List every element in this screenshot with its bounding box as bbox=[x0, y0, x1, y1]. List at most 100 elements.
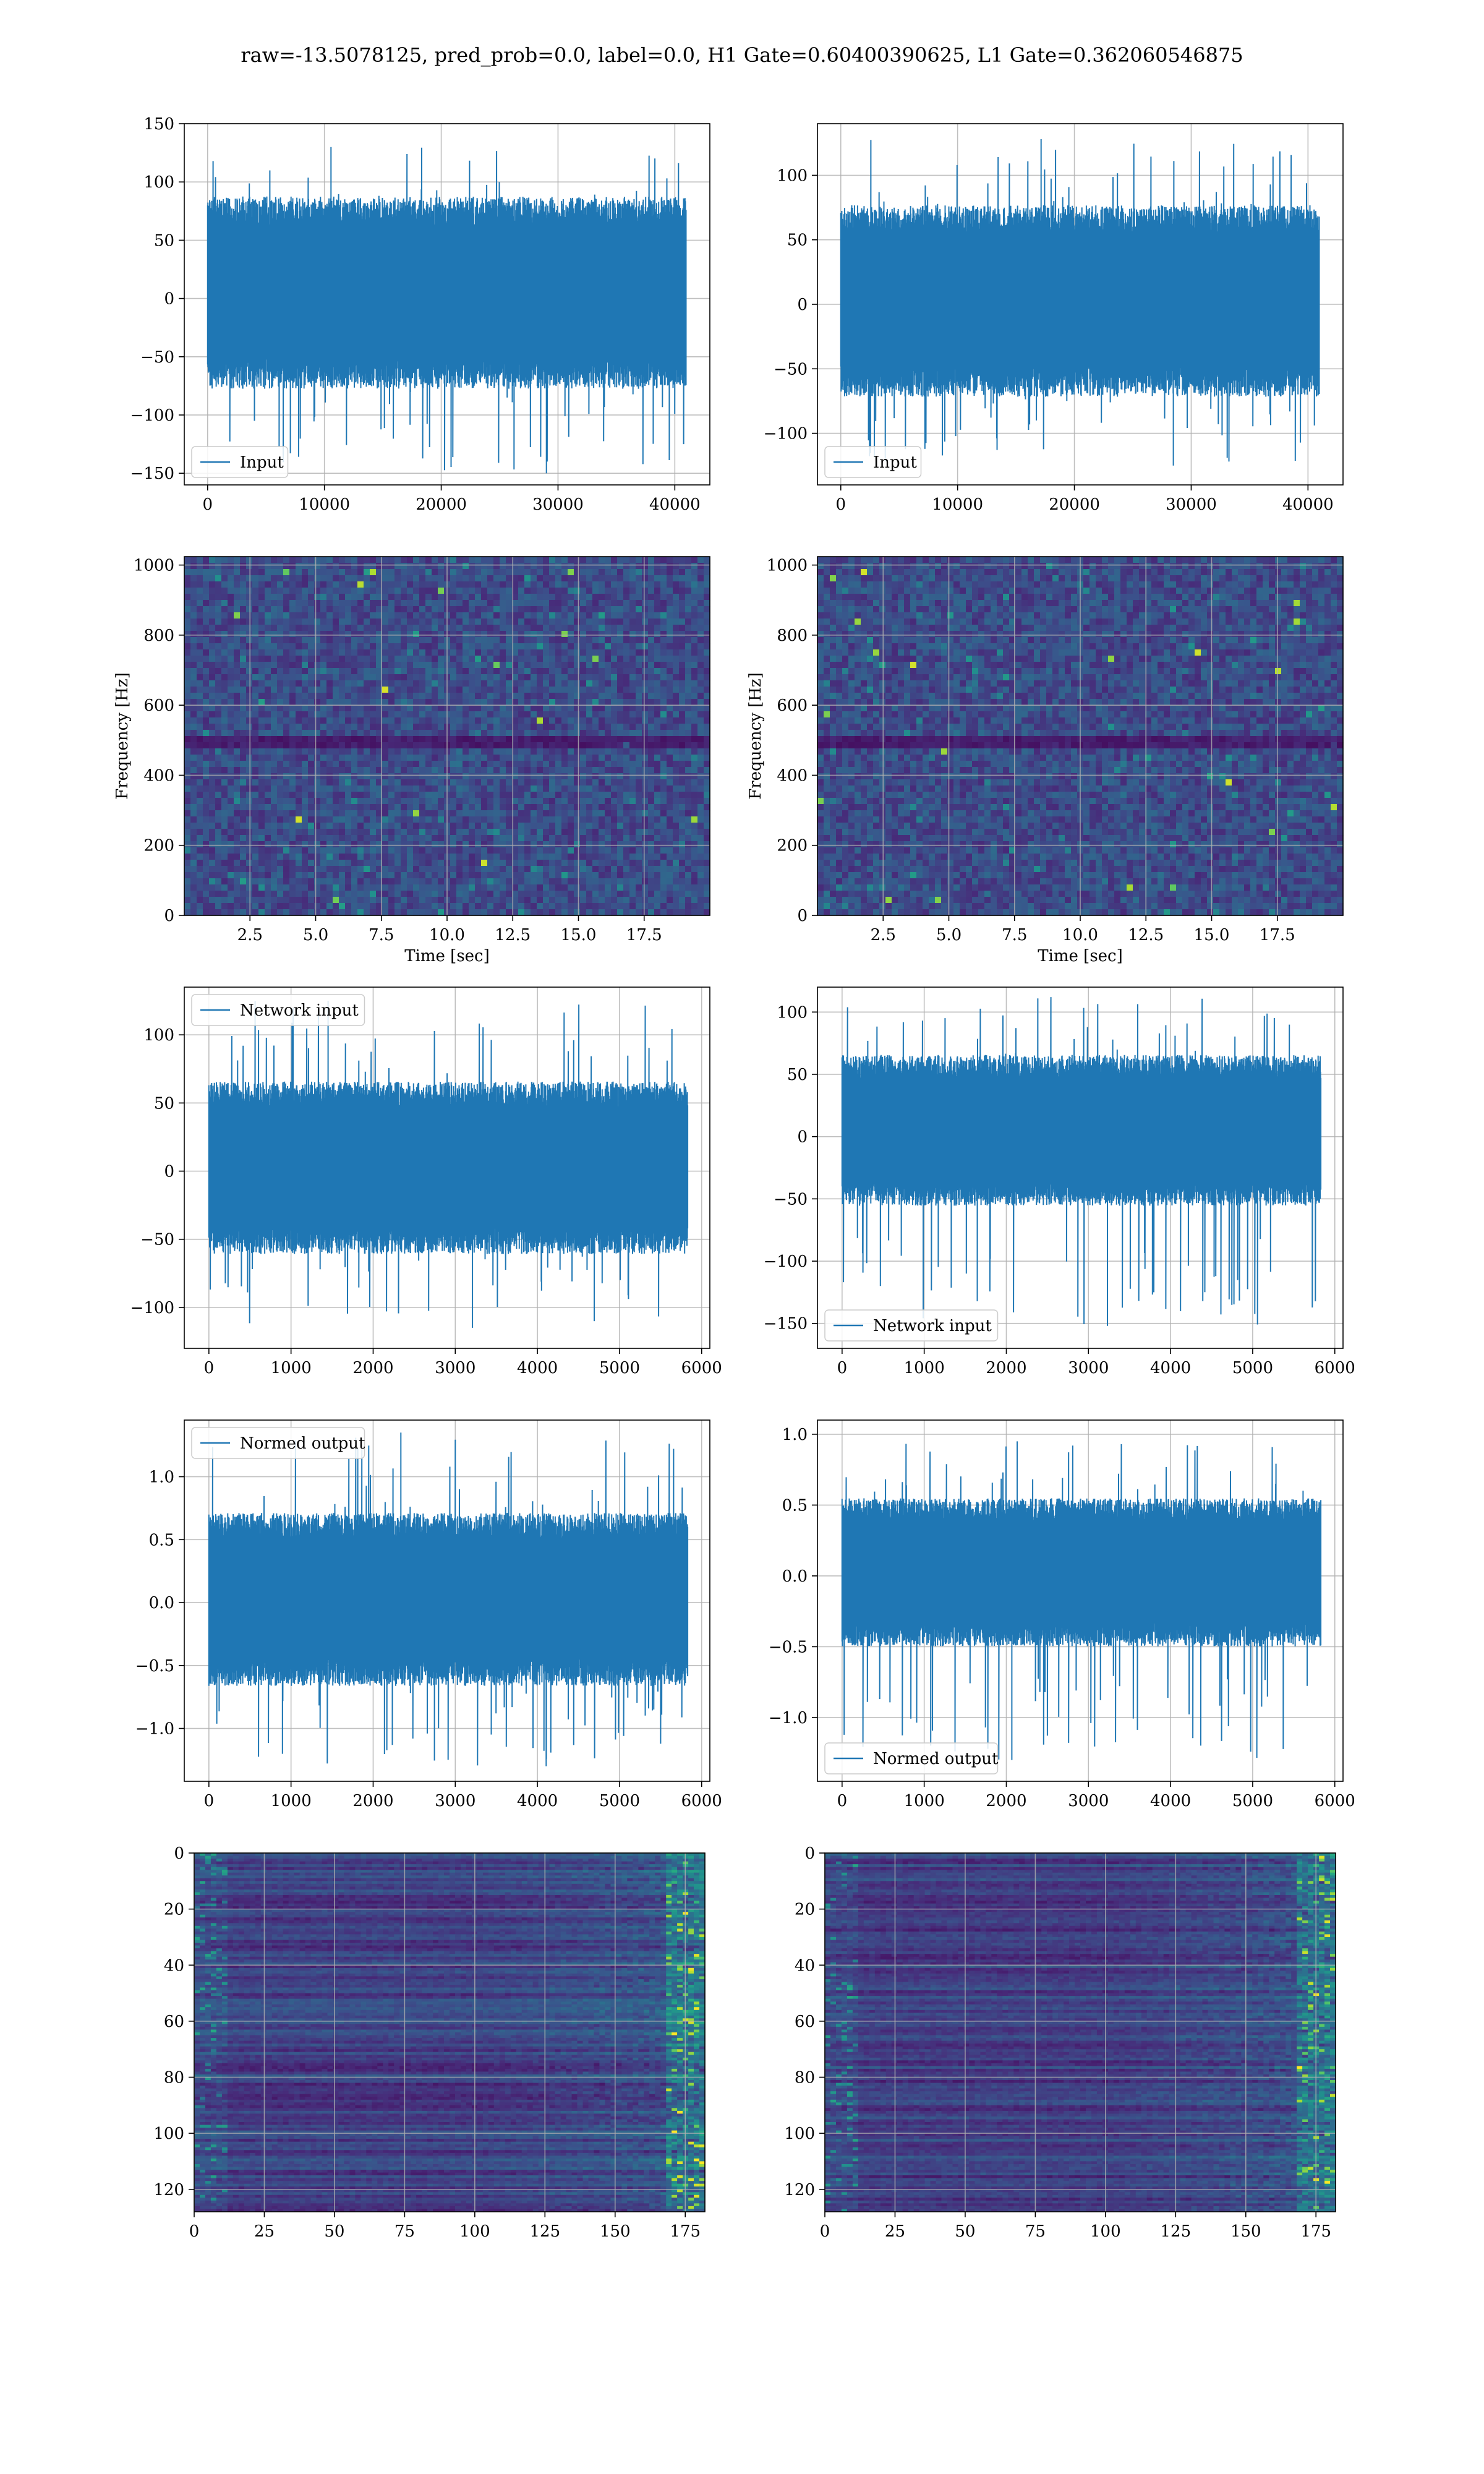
heatmap-cell bbox=[289, 742, 296, 749]
heatmap-cell bbox=[190, 600, 197, 607]
heatmap-cell bbox=[407, 693, 414, 700]
heatmap-cell bbox=[605, 742, 612, 749]
heatmap-cell bbox=[667, 674, 673, 681]
heatmap-cell bbox=[296, 569, 302, 576]
heatmap-cell bbox=[549, 829, 556, 836]
heatmap-cell bbox=[617, 637, 624, 644]
heatmap-cell bbox=[599, 847, 605, 854]
heatmap-cell bbox=[302, 761, 309, 768]
heatmap-cell bbox=[617, 557, 624, 563]
heatmap-cell bbox=[456, 569, 463, 576]
heatmap-cell bbox=[283, 829, 290, 836]
heatmap-cell bbox=[209, 816, 216, 823]
heatmap-cell bbox=[592, 736, 599, 743]
heatmap-cell bbox=[351, 804, 358, 811]
heatmap-cell bbox=[246, 748, 253, 755]
heatmap-cell bbox=[487, 643, 494, 650]
heatmap-cell bbox=[283, 618, 290, 625]
heatmap-cell bbox=[450, 631, 457, 638]
heatmap-cell bbox=[240, 575, 247, 582]
heatmap-cell bbox=[611, 779, 618, 786]
heatmap-cell bbox=[506, 606, 513, 613]
y-tick-label: 0 bbox=[164, 290, 174, 309]
heatmap-cell bbox=[394, 563, 401, 570]
heatmap-cell bbox=[296, 829, 302, 836]
heatmap-cell bbox=[190, 637, 197, 644]
heatmap-cell bbox=[345, 736, 352, 743]
heatmap-cell bbox=[475, 717, 482, 724]
heatmap-cell bbox=[506, 668, 513, 675]
heatmap-cell bbox=[685, 625, 692, 631]
heatmap-cell bbox=[704, 631, 710, 638]
heatmap-cell bbox=[537, 643, 544, 650]
heatmap-cell bbox=[500, 699, 506, 706]
heatmap-cell bbox=[382, 557, 389, 563]
heatmap-cell bbox=[215, 569, 222, 576]
heatmap-cell bbox=[617, 829, 624, 836]
heatmap-cell bbox=[667, 816, 673, 823]
heatmap-cell bbox=[524, 625, 531, 631]
legend: Input bbox=[192, 447, 288, 477]
heatmap-cell bbox=[394, 618, 401, 625]
heatmap-cell bbox=[648, 563, 655, 570]
heatmap-cell bbox=[228, 742, 234, 749]
heatmap-cell bbox=[432, 810, 438, 817]
heatmap-cell bbox=[234, 687, 241, 693]
heatmap-cell bbox=[407, 847, 414, 854]
heatmap-cell bbox=[518, 804, 525, 811]
heatmap-cell bbox=[524, 755, 531, 761]
heatmap-cell bbox=[419, 606, 426, 613]
heatmap-cell bbox=[605, 785, 612, 792]
heatmap-cell bbox=[228, 785, 234, 792]
heatmap-cell bbox=[184, 705, 191, 712]
heatmap-cell bbox=[450, 705, 457, 712]
heatmap-cell bbox=[345, 742, 352, 749]
heatmap-cell bbox=[691, 557, 698, 563]
heatmap-cell bbox=[357, 755, 364, 761]
heatmap-cell bbox=[543, 841, 550, 848]
heatmap-cell bbox=[197, 730, 203, 737]
heatmap-cell bbox=[605, 618, 612, 625]
heatmap-cell bbox=[506, 563, 513, 570]
heatmap-cell bbox=[506, 755, 513, 761]
heatmap-cell bbox=[197, 785, 203, 792]
heatmap-cell bbox=[320, 779, 327, 786]
heatmap-cell bbox=[555, 835, 562, 842]
heatmap-cell bbox=[407, 680, 414, 687]
heatmap-cell bbox=[215, 594, 222, 601]
heatmap-cell bbox=[370, 674, 377, 681]
heatmap-cell bbox=[493, 637, 500, 644]
heatmap-cell bbox=[333, 730, 339, 737]
heatmap-cell bbox=[611, 854, 618, 860]
heatmap-cell bbox=[296, 705, 302, 712]
heatmap-cell bbox=[450, 680, 457, 687]
heatmap-cell bbox=[506, 699, 513, 706]
heatmap-cell bbox=[605, 588, 612, 594]
heatmap-cell bbox=[339, 563, 346, 570]
heatmap-cell bbox=[487, 618, 494, 625]
heatmap-cell bbox=[308, 823, 315, 829]
heatmap-cell bbox=[432, 736, 438, 743]
heatmap-cell bbox=[543, 823, 550, 829]
heatmap-cell bbox=[197, 581, 203, 588]
heatmap-cell bbox=[500, 767, 506, 774]
heatmap-cell bbox=[345, 625, 352, 631]
heatmap-cell bbox=[234, 699, 241, 706]
heatmap-cell bbox=[425, 823, 432, 829]
heatmap-cell bbox=[258, 785, 265, 792]
heatmap-cell bbox=[555, 847, 562, 854]
heatmap-cell bbox=[364, 569, 370, 576]
heatmap-cell bbox=[221, 693, 228, 700]
heatmap-cell bbox=[642, 687, 649, 693]
heatmap-cell bbox=[568, 625, 574, 631]
heatmap-cell bbox=[555, 699, 562, 706]
heatmap-cell bbox=[333, 847, 339, 854]
heatmap-cell bbox=[487, 649, 494, 656]
heatmap-cell bbox=[215, 767, 222, 774]
heatmap-cell bbox=[314, 656, 321, 662]
heatmap-cell bbox=[326, 847, 333, 854]
heatmap-cell bbox=[388, 563, 395, 570]
heatmap-cell bbox=[351, 736, 358, 743]
heatmap-cell bbox=[592, 680, 599, 687]
heatmap-cell bbox=[203, 755, 210, 761]
